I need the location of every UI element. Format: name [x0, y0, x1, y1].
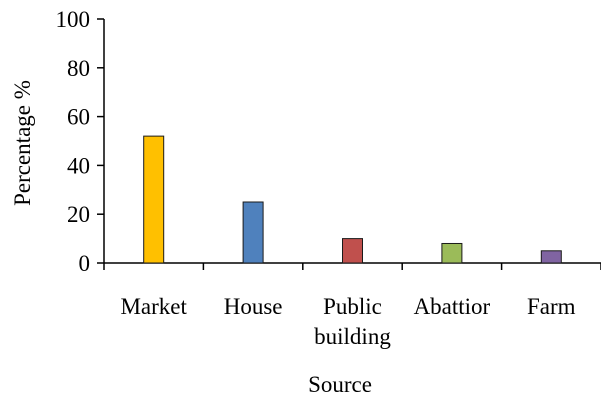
x-tick-label-line: Farm: [527, 294, 576, 319]
x-tick-label-line: House: [224, 294, 283, 319]
bar-house: [243, 202, 263, 263]
x-tick-label-house: House: [224, 294, 283, 319]
y-tick-label-40: 40: [67, 153, 90, 178]
x-tick-label-line: building: [314, 324, 391, 349]
plot-area: 0 20 40 60 80 100 Market House Public building Aba…: [56, 7, 601, 349]
x-tick-label-market: Market: [120, 294, 187, 319]
bar-abattior: [442, 243, 462, 263]
y-tick-label-80: 80: [67, 56, 90, 81]
y-axis-label: Percentage %: [10, 80, 35, 206]
y-tick-label-100: 100: [56, 7, 91, 32]
x-tick-label-public-building: Public building: [314, 294, 391, 349]
y-tick-label-0: 0: [79, 251, 91, 276]
x-tick-label-line: Public: [323, 294, 382, 319]
x-tick-label-line: Market: [120, 294, 187, 319]
x-tick-label-farm: Farm: [527, 294, 576, 319]
x-tick-label-abattior: Abattior: [414, 294, 491, 319]
x-tick-label-line: Abattior: [414, 294, 491, 319]
bar-farm: [541, 251, 561, 263]
y-tick-label-60: 60: [67, 105, 90, 130]
bar-market: [144, 136, 164, 263]
bar-public-building: [343, 239, 363, 263]
y-tick-label-20: 20: [67, 202, 90, 227]
x-axis-label: Source: [308, 372, 372, 397]
